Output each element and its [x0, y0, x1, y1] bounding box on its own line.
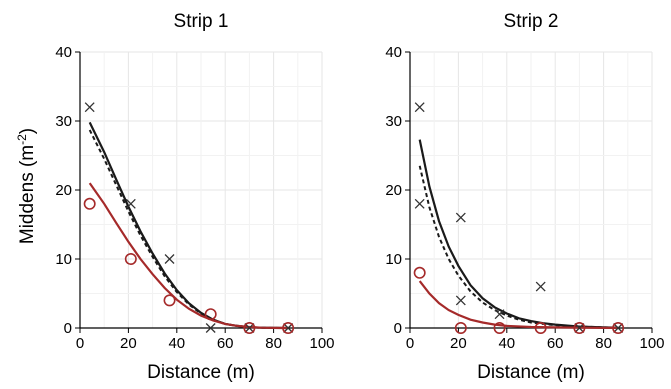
x-marker — [455, 212, 466, 223]
circle-marker — [163, 294, 176, 307]
y-tick-label: 40 — [385, 44, 402, 61]
x-marker — [455, 295, 466, 306]
y-tick-label: 30 — [385, 113, 402, 130]
circle-marker — [454, 321, 467, 334]
y-tick-label: 0 — [394, 320, 402, 337]
x-marker — [574, 323, 585, 333]
circle-marker — [534, 321, 547, 334]
x-tick-label: 40 — [498, 335, 515, 352]
x-marker — [414, 102, 425, 113]
x-tick-label: 0 — [406, 335, 414, 352]
circle-marker — [282, 321, 295, 334]
strip-1-title: Strip 1 — [174, 11, 229, 32]
circle-marker — [204, 308, 217, 321]
strip-2-panel: Strip 2 0 20 40 60 80 100 0 10 20 30 40 Distance (m) — [385, 11, 664, 383]
x-tick-label: 80 — [265, 335, 282, 352]
x-marker — [494, 309, 505, 320]
circle-marker — [612, 321, 625, 334]
x-tick-label: 100 — [309, 335, 334, 352]
y-tick-label: 20 — [55, 182, 72, 199]
x-tick-label: 20 — [120, 335, 137, 352]
y-tick-label: 0 — [64, 320, 72, 337]
circle-marker — [573, 321, 586, 334]
solid-black-curve — [418, 139, 619, 329]
strip-2-x-axis-label: Distance (m) — [477, 362, 585, 383]
dashed-black-curve — [88, 129, 289, 329]
solid-black-curve — [88, 121, 289, 330]
y-axis-label: Middens (m-2) — [15, 128, 38, 244]
x-marker — [414, 198, 425, 209]
circle-marker — [413, 266, 426, 279]
y-tick-label: 10 — [385, 251, 402, 268]
x-tick-label: 20 — [450, 335, 467, 352]
circle-marker — [83, 197, 96, 210]
solid-red-curve — [88, 182, 289, 330]
x-tick-label: 0 — [76, 335, 84, 352]
x-tick-label: 60 — [547, 335, 564, 352]
x-marker — [244, 323, 255, 333]
x-marker — [84, 102, 95, 113]
x-tick-label: 40 — [168, 335, 185, 352]
x-marker — [125, 198, 136, 209]
strip-2-title: Strip 2 — [504, 11, 559, 32]
y-tick-label: 20 — [385, 182, 402, 199]
strip-1-panel: Strip 1 0 20 40 60 80 100 0 10 20 30 40 Distance (m) — [55, 11, 334, 383]
circle-marker — [243, 321, 256, 334]
solid-red-curve — [418, 280, 619, 329]
strip-1-x-axis-label: Distance (m) — [147, 362, 255, 383]
x-marker — [613, 323, 624, 333]
y-axis-label-close: ) — [17, 128, 38, 134]
x-marker — [535, 281, 546, 292]
dashed-black-curve — [418, 165, 619, 329]
x-marker — [164, 254, 175, 264]
y-tick-label: 40 — [55, 44, 72, 61]
x-tick-label: 100 — [639, 335, 664, 352]
y-tick-label: 10 — [55, 251, 72, 268]
y-axis-label-superscript: -2 — [15, 134, 29, 145]
circle-marker — [493, 321, 506, 334]
x-tick-label: 80 — [595, 335, 612, 352]
x-marker — [283, 323, 294, 333]
x-tick-label: 60 — [217, 335, 234, 352]
circle-marker — [124, 253, 137, 266]
y-tick-label: 30 — [55, 113, 72, 130]
x-marker — [205, 323, 216, 333]
